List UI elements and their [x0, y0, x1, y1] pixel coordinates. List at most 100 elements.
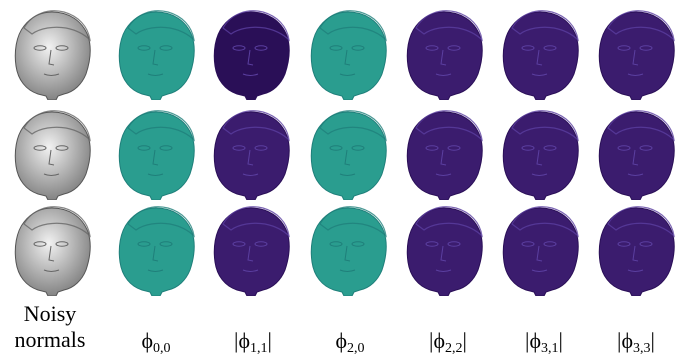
face-phi31-row-2	[492, 104, 588, 200]
phi31-prefix: |	[525, 328, 530, 353]
mouth-contour	[531, 173, 548, 176]
face-silhouette	[598, 111, 675, 200]
phi11-sub: 1,1	[250, 341, 268, 356]
nose-contour	[440, 245, 447, 262]
nose-contour	[632, 49, 639, 66]
eye-contour	[521, 45, 535, 51]
noisy-normals-label: Noisy normals	[0, 301, 100, 353]
face-image	[14, 110, 91, 200]
eye-contour	[351, 45, 365, 51]
phi31-symbol: ϕ	[529, 328, 542, 353]
face-phi00-row-1	[108, 4, 204, 100]
face-phi33-row-1	[588, 4, 684, 100]
face-phi11-row-3	[203, 200, 299, 296]
face-silhouette	[14, 111, 91, 200]
face-image	[502, 10, 579, 100]
face-phi33-row-2	[588, 104, 684, 200]
face-image	[213, 110, 290, 200]
hair-contour	[415, 110, 483, 142]
hair-contour	[222, 110, 290, 142]
face-phi11-row-2	[203, 104, 299, 200]
mouth-contour	[43, 173, 60, 176]
phi11-symbol: ϕ	[238, 328, 251, 353]
eye-contour	[232, 45, 246, 51]
mouth-contour	[627, 269, 644, 272]
phi11-suffix: |	[267, 328, 272, 353]
eye-contour	[254, 241, 268, 247]
eye-contour	[617, 241, 631, 247]
nose-contour	[48, 49, 55, 66]
hair-contour	[23, 206, 91, 238]
face-phi20-row-1	[300, 4, 396, 100]
nose-contour	[247, 149, 254, 166]
mouth-contour	[147, 269, 164, 272]
label-phi00: ϕ0,0	[108, 328, 204, 362]
hair-contour	[127, 10, 195, 42]
mouth-contour	[43, 269, 60, 272]
eye-contour	[232, 145, 246, 151]
face-silhouette	[598, 207, 675, 296]
face-phi31-row-1	[492, 4, 588, 100]
hair-contour	[222, 10, 290, 42]
phi22-suffix: |	[462, 328, 467, 353]
face-silhouette	[118, 11, 195, 100]
nose-contour	[344, 245, 351, 262]
noisy-label-line2: normals	[14, 327, 86, 352]
eye-contour	[351, 145, 365, 151]
face-phi00-row-2	[108, 104, 204, 200]
eye-contour	[137, 241, 151, 247]
phi20-sub: 2,0	[347, 341, 365, 356]
face-image	[310, 10, 387, 100]
face-image	[213, 206, 290, 296]
nose-contour	[152, 49, 159, 66]
nose-contour	[632, 149, 639, 166]
eye-contour	[55, 145, 69, 151]
phi33-prefix: |	[617, 328, 622, 353]
hair-contour	[415, 10, 483, 42]
face-silhouette	[14, 207, 91, 296]
mouth-contour	[147, 73, 164, 76]
face-image	[213, 10, 290, 100]
face-phi20-row-2	[300, 104, 396, 200]
phi31-suffix: |	[558, 328, 563, 353]
face-phi22-row-3	[396, 200, 492, 296]
label-phi31: |ϕ3,1|	[496, 328, 592, 362]
eye-contour	[159, 241, 173, 247]
face-silhouette	[310, 207, 387, 296]
eye-contour	[521, 145, 535, 151]
nose-contour	[247, 245, 254, 262]
face-image	[598, 206, 675, 296]
label-phi11: |ϕ1,1|	[205, 328, 301, 362]
eye-contour	[254, 45, 268, 51]
eye-contour	[232, 241, 246, 247]
eye-contour	[617, 145, 631, 151]
face-image	[406, 110, 483, 200]
face-silhouette	[118, 111, 195, 200]
mouth-contour	[627, 173, 644, 176]
eye-contour	[329, 45, 343, 51]
face-silhouette	[502, 111, 579, 200]
face-silhouette	[213, 11, 290, 100]
eye-contour	[425, 45, 439, 51]
face-image	[406, 10, 483, 100]
hair-contour	[607, 110, 675, 142]
face-image	[118, 10, 195, 100]
eye-contour	[137, 145, 151, 151]
face-silhouette	[406, 111, 483, 200]
face-image	[502, 110, 579, 200]
face-image	[310, 206, 387, 296]
face-silhouette	[118, 207, 195, 296]
hair-contour	[127, 206, 195, 238]
face-silhouette	[406, 207, 483, 296]
face-silhouette	[502, 11, 579, 100]
eye-contour	[33, 45, 47, 51]
face-phi11-row-1	[203, 4, 299, 100]
noisy-label-line1: Noisy	[23, 301, 77, 326]
hair-contour	[319, 110, 387, 142]
mouth-contour	[339, 73, 356, 76]
nose-contour	[48, 149, 55, 166]
eye-contour	[137, 45, 151, 51]
face-image	[14, 10, 91, 100]
mouth-contour	[435, 173, 452, 176]
phi31-sub: 3,1	[541, 341, 559, 356]
